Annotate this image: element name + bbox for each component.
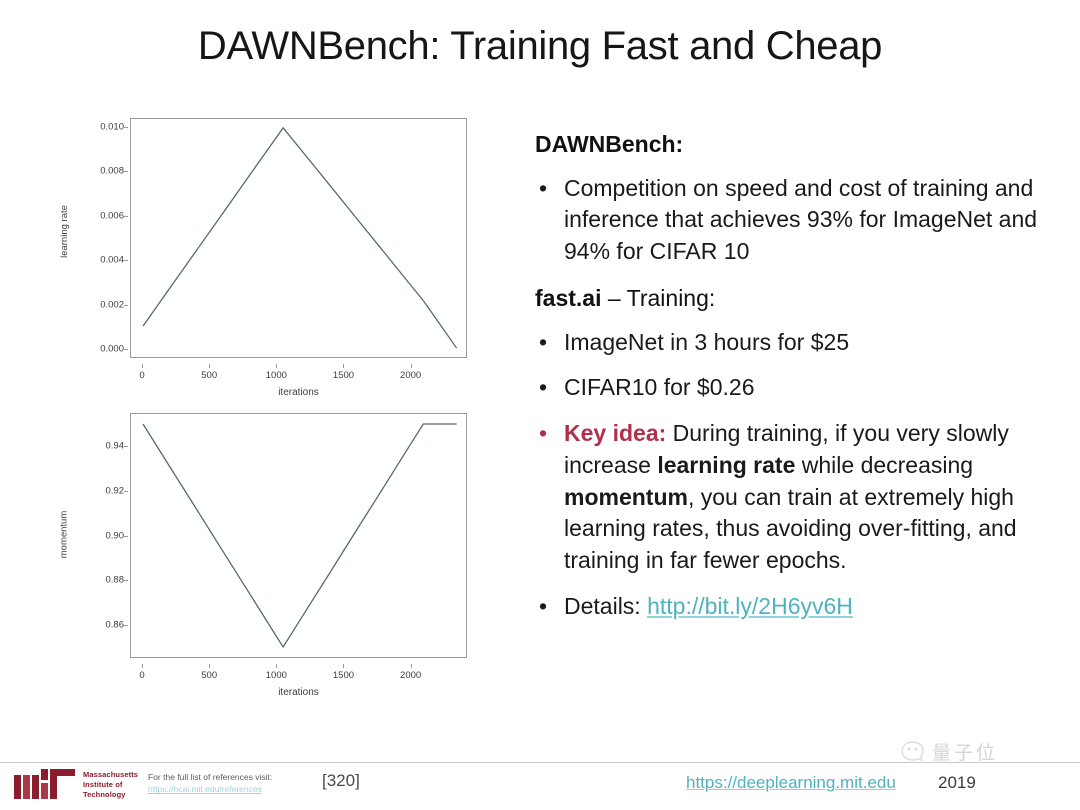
chart-mom-plot-area — [130, 413, 467, 658]
y-tick-mark — [124, 171, 128, 173]
list-item-label: CIFAR10 for $0.26 — [564, 374, 755, 401]
list-item-cifar: • CIFAR10 for $0.26 — [530, 372, 1040, 404]
y-tick-label: 0.008 — [100, 165, 124, 177]
y-tick-label: 0.88 — [105, 574, 125, 586]
x-tick-mark — [276, 364, 278, 368]
x-tick-mark — [209, 364, 211, 368]
y-tick-label: 0.90 — [105, 530, 125, 541]
list-item-label: Competition on speed and cost of trainin… — [564, 174, 1038, 265]
y-tick-mark — [124, 304, 128, 306]
references-note: For the full list of references visit: h… — [148, 771, 323, 796]
series-line-momentum — [142, 423, 457, 649]
key-idea-part2: while decreasing — [795, 451, 974, 478]
page-title: DAWNBench: Training Fast and Cheap — [197, 24, 883, 68]
footer: Massachusetts Institute of Technology Fo… — [0, 763, 1080, 810]
key-idea-keyword-learning-rate: learning rate — [657, 451, 796, 478]
mit-wordmark-line3: Technology — [83, 789, 126, 799]
bullet-icon: • — [539, 328, 548, 355]
heading-fastai: fast.ai – Training: — [535, 284, 1040, 313]
text-column: DAWNBench: • Competition on speed and co… — [530, 130, 1040, 639]
list-item-key-idea: • Key idea: During training, if you very… — [530, 418, 1040, 577]
key-idea-part1: During training, if you very slowly incr… — [564, 420, 1009, 478]
list-item-competition: • Competition on speed and cost of train… — [530, 173, 1040, 268]
bullet-list-dawnbench: • Competition on speed and cost of train… — [530, 173, 1040, 268]
y-tick-mark — [124, 260, 128, 262]
y-tick-mark — [124, 535, 128, 537]
course-site-link[interactable]: https://deeplearning.mit.edu — [686, 773, 896, 792]
bullet-icon: • — [539, 592, 548, 619]
y-tick-mark — [124, 215, 128, 217]
x-tick-label: 1000 — [265, 370, 287, 381]
y-tick-label: 0.86 — [105, 619, 125, 631]
y-tick-mark — [124, 625, 128, 627]
y-tick-mark — [124, 126, 128, 128]
y-tick-label: 0.94 — [105, 440, 125, 452]
heading-dawnbench: DAWNBench: — [535, 131, 684, 157]
y-tick-label: 0.006 — [100, 210, 124, 222]
list-item-label: ImageNet in 3 hours for $25 — [564, 328, 850, 355]
x-tick-mark — [209, 664, 211, 668]
page-number: [320] — [322, 771, 360, 790]
key-idea-label: Key idea: — [564, 420, 667, 447]
heading-fastai-rest: – Training: — [601, 284, 716, 311]
bullet-list-fastai: • ImageNet in 3 hours for $25 • CIFAR10 … — [530, 327, 1040, 623]
mit-logo-icon — [14, 769, 75, 799]
bullet-icon: • — [539, 174, 548, 201]
x-tick-label: 500 — [201, 670, 218, 681]
chart-learning-rate: learning rate 0.000 0.002 0.004 0.006 0.008 0… — [59, 108, 482, 398]
x-tick-mark — [142, 364, 144, 368]
y-tick-mark — [124, 445, 128, 447]
references-url-link[interactable]: https://hcai.mit.edu/references — [148, 784, 262, 795]
chart-mom-xlabel: iterations — [278, 687, 319, 698]
x-tick-label: 0 — [139, 670, 145, 681]
y-tick-label: 0.002 — [100, 299, 124, 311]
x-tick-label: 500 — [201, 370, 218, 381]
x-tick-mark — [276, 664, 278, 668]
bullet-icon: • — [539, 420, 548, 447]
y-tick-mark — [124, 580, 128, 582]
details-label: Details: — [564, 592, 648, 619]
x-tick-mark — [410, 364, 412, 368]
y-tick-label: 0.92 — [105, 485, 125, 497]
charts-column: learning rate 0.000 0.002 0.004 0.006 0.008 0… — [58, 108, 492, 708]
x-tick-mark — [343, 664, 345, 668]
mit-wordmark: Massachusetts Institute of Technology — [83, 769, 138, 800]
mit-wordmark-line1: Massachusetts — [83, 770, 139, 779]
series-line-learning-rate — [142, 126, 458, 349]
mit-wordmark-line2: Institute of — [83, 779, 123, 789]
key-idea-part3: , you can train at extremely high learni… — [564, 483, 1017, 574]
list-item-imagenet: • ImageNet in 3 hours for $25 — [530, 327, 1040, 359]
y-tick-mark — [124, 349, 128, 351]
chart-lr-xlabel: iterations — [278, 387, 319, 398]
chart-lr-plot-area — [130, 118, 467, 358]
x-tick-label: 2000 — [400, 670, 422, 681]
year-label: 2019 — [938, 773, 976, 792]
chart-mom-line-svg — [142, 423, 457, 649]
watermark-logo-icon — [901, 741, 924, 762]
watermark-text: 量子位 — [932, 741, 999, 764]
y-tick-label: 0.004 — [100, 254, 124, 266]
key-idea-keyword-momentum: momentum — [564, 483, 688, 510]
x-tick-label: 1500 — [332, 370, 355, 381]
footer-divider — [0, 762, 1080, 763]
mit-logo: Massachusetts Institute of Technology — [14, 769, 138, 800]
x-tick-label: 0 — [139, 370, 145, 381]
x-tick-label: 1000 — [265, 670, 287, 681]
y-tick-mark — [124, 490, 128, 492]
x-tick-label: 2000 — [400, 370, 422, 381]
references-text: For the full list of references visit: — [148, 772, 273, 782]
watermark: 量子位 — [900, 736, 1070, 766]
x-tick-mark — [343, 364, 345, 368]
y-tick-label: 0.000 — [100, 343, 124, 355]
x-tick-mark — [142, 664, 144, 668]
heading-fastai-bold: fast.ai — [535, 284, 602, 311]
bullet-icon: • — [539, 374, 548, 401]
chart-momentum: momentum 0.86 0.88 0.90 0.92 0.94 0 500 1000 15… — [58, 403, 482, 698]
y-tick-label: 0.010 — [100, 121, 124, 133]
list-item-details: • Details: http://bit.ly/2H6yv6H — [530, 591, 1040, 623]
details-link[interactable]: http://bit.ly/2H6yv6H — [647, 592, 853, 619]
x-tick-mark — [410, 664, 412, 668]
chart-lr-line-svg — [142, 126, 458, 349]
x-tick-label: 1500 — [332, 670, 355, 681]
